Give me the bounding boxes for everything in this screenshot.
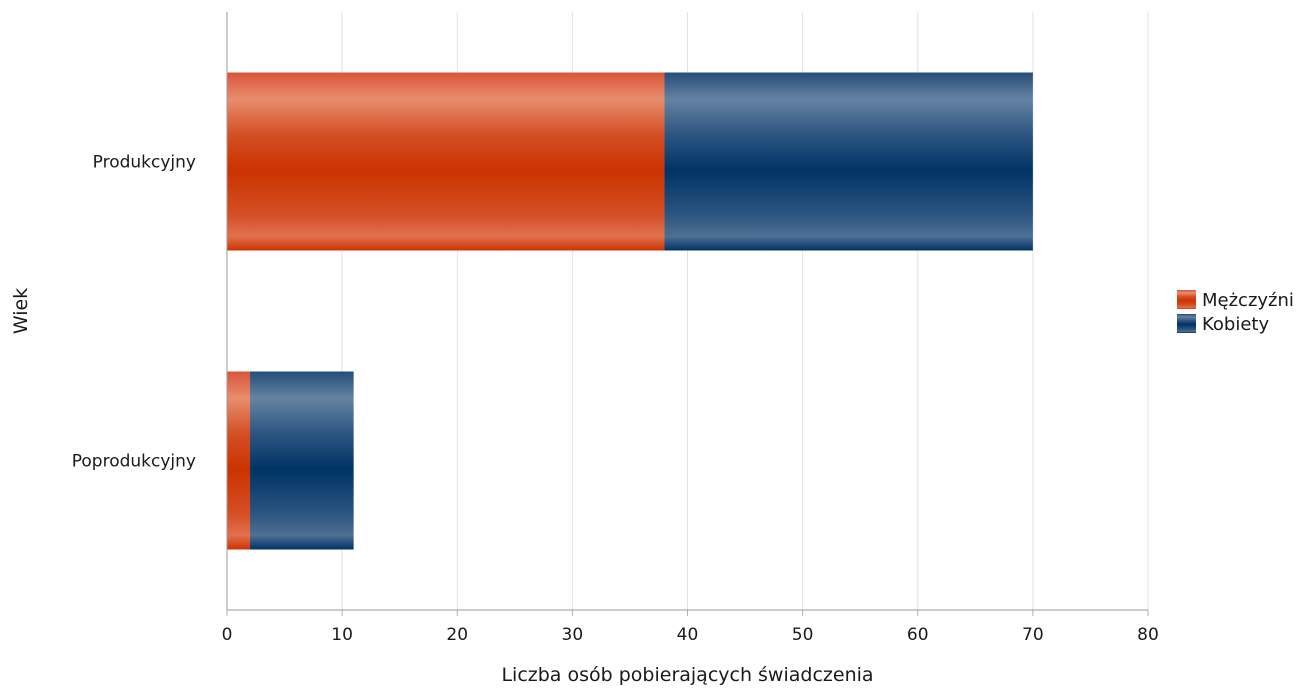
bar-mezczyzni-0 [227,72,665,251]
x-tick-label: 80 [1137,625,1159,645]
legend-swatch-1 [1177,314,1196,333]
legend-swatch-0 [1177,290,1196,309]
x-tick-label: 0 [222,625,233,645]
bars [227,72,1033,550]
x-tick-label: 50 [792,625,814,645]
x-tick-label: 40 [677,625,699,645]
axes [226,12,1149,616]
bar-kobiety-1 [250,371,354,550]
x-tick-label: 10 [331,625,353,645]
y-tick-label: Produkcyjny [93,153,196,173]
bar-kobiety-0 [664,72,1033,251]
x-axis-title: Liczba osób pobierających świadczenia [501,664,873,686]
tick-labels: 0 10 20 30 40 50 60 70 80 Produkcyjny Poprodukcyjn… [72,153,1159,646]
x-tick-label: 20 [446,625,468,645]
legend-label-0: Mężczyźni [1202,290,1294,311]
legend: Mężczyźni Kobiety [1177,290,1294,335]
bar-mezczyzni-1 [227,371,251,550]
y-axis-title: Wiek [10,288,32,334]
x-tick-label: 60 [907,625,929,645]
y-tick-label: Poprodukcyjny [72,452,196,472]
x-tick-label: 70 [1022,625,1044,645]
legend-label-1: Kobiety [1202,314,1269,335]
x-tick-label: 30 [562,625,584,645]
